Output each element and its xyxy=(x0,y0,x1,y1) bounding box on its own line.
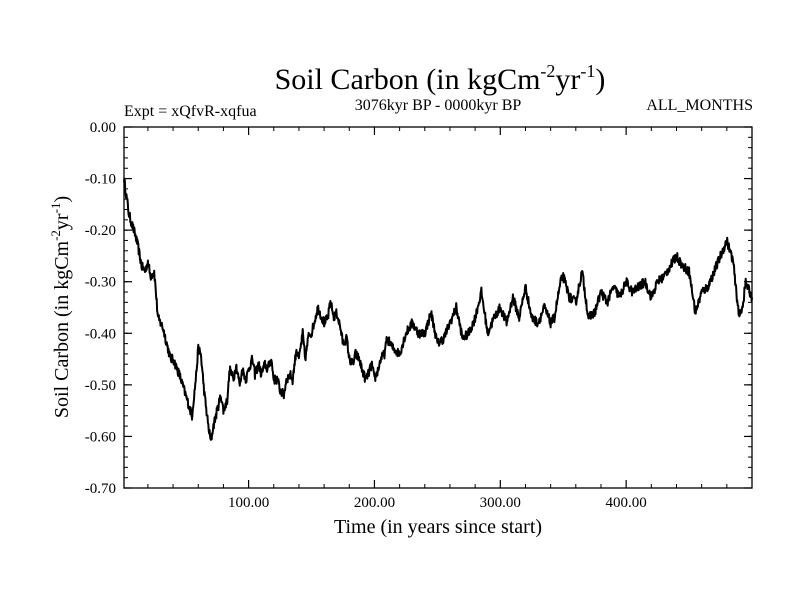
y-axis-label-sup1: -2 xyxy=(48,230,63,241)
y-tick-label: -0.30 xyxy=(85,275,116,291)
x-tick-label: 100.00 xyxy=(228,495,269,511)
y-tick-label: 0.00 xyxy=(90,120,116,136)
chart-title: Soil Carbon (in kgCm-2yr-1) xyxy=(275,61,606,96)
y-tick-label: -0.50 xyxy=(85,378,116,394)
y-tick-label: -0.10 xyxy=(85,172,116,188)
x-tick-label: 300.00 xyxy=(480,495,521,511)
y-tick-label: -0.70 xyxy=(85,481,116,497)
period-label: 3076kyr BP - 0000kyr BP xyxy=(355,97,522,114)
x-tick-label: 200.00 xyxy=(354,495,395,511)
y-axis-label: Soil Carbon (in kgCm-2yr-1) xyxy=(48,196,73,418)
y-tick-label: -0.20 xyxy=(85,223,116,239)
chart-title-sup2: -1 xyxy=(580,61,595,81)
y-axis-label-sup2: -1 xyxy=(48,203,63,214)
chart-title-end: ) xyxy=(595,63,605,96)
series-line-soil-carbon xyxy=(123,177,753,441)
chart-title-mid: yr xyxy=(555,63,580,96)
y-axis-label-mid: yr xyxy=(51,213,73,230)
y-tick-label: -0.60 xyxy=(85,429,116,445)
chart-title-sup1: -2 xyxy=(540,61,555,81)
x-tick-label: 400.00 xyxy=(606,495,647,511)
experiment-label: Expt = xQfvR-xqfua xyxy=(124,103,257,120)
y-axis: 0.00 -0.10 -0.20 -0.30 -0.40 -0.50 -0.60 -0.70 xyxy=(85,120,752,497)
y-axis-label-end: ) xyxy=(51,196,73,203)
x-axis: 100.00 200.00 300.00 400.00 xyxy=(147,127,728,511)
chart-title-main: Soil Carbon (in kgCm xyxy=(275,63,541,96)
months-label: ALL_MONTHS xyxy=(646,97,753,114)
y-tick-label: -0.40 xyxy=(85,326,116,342)
y-axis-label-main: Soil Carbon (in kgCm xyxy=(51,240,73,418)
plot-frame xyxy=(123,126,753,489)
x-axis-label: Time (in years since start) xyxy=(334,516,542,538)
